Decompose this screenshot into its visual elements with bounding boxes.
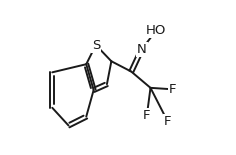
Text: F: F	[143, 109, 151, 122]
Text: F: F	[169, 83, 176, 96]
Text: N: N	[137, 43, 147, 56]
Text: F: F	[164, 115, 171, 128]
Text: HO: HO	[146, 24, 167, 37]
Text: S: S	[92, 38, 100, 51]
